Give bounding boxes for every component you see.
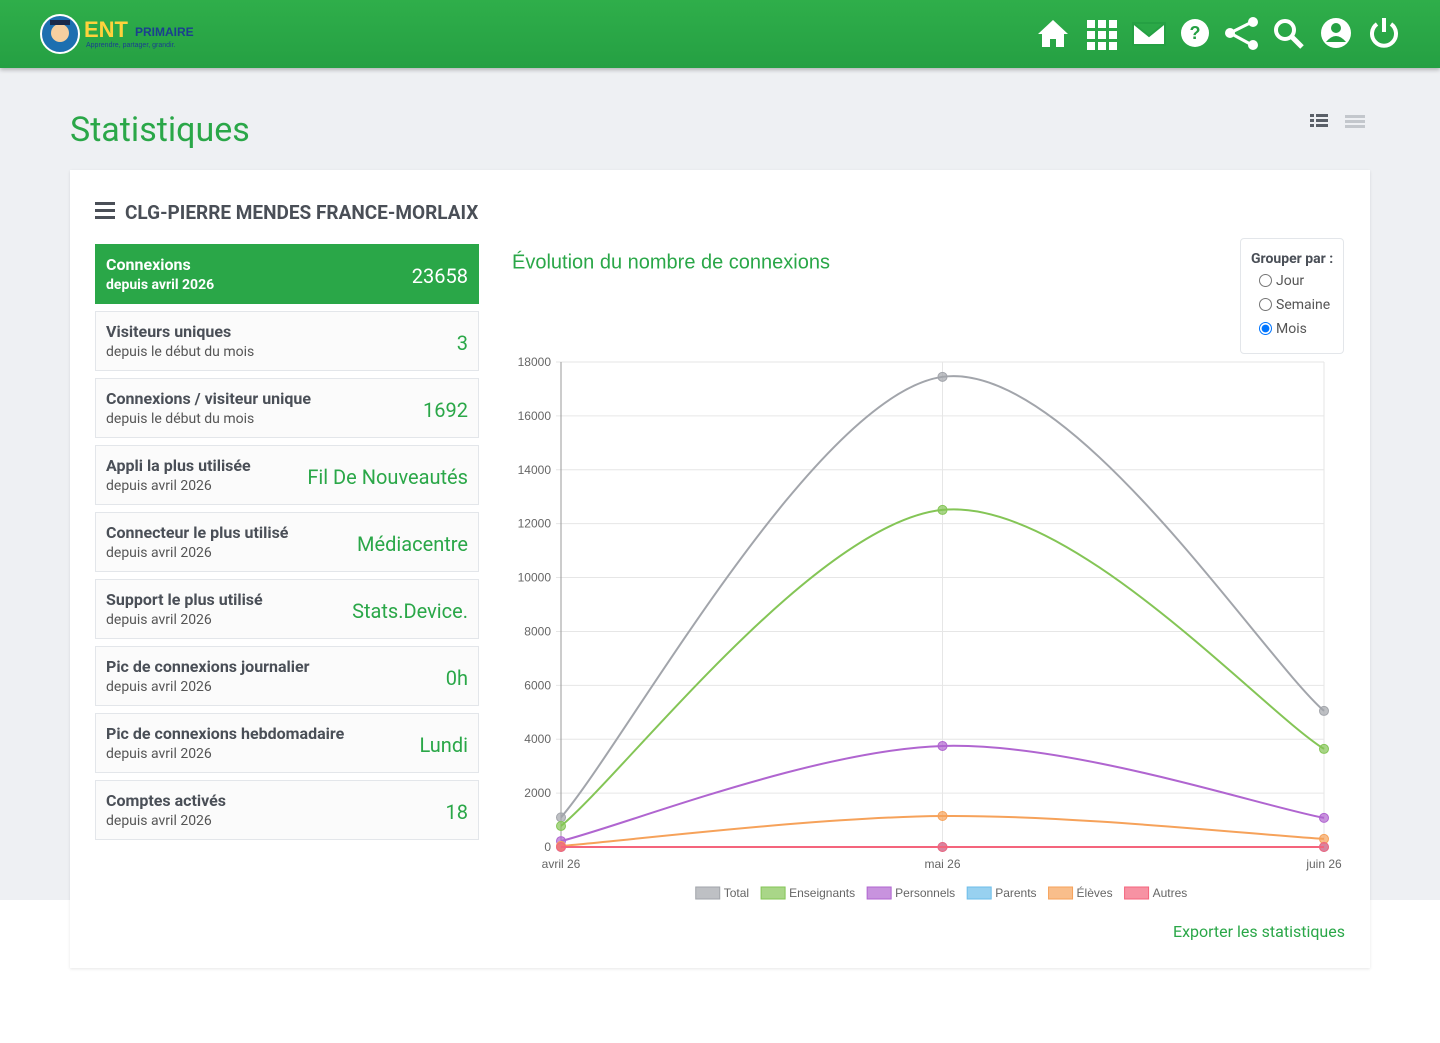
stat-sublabel: depuis avril 2026: [106, 679, 212, 695]
y-tick-label: 4000: [524, 732, 551, 746]
stat-value: 3: [456, 331, 468, 355]
stat-label: Appli la plus utilisée: [106, 456, 251, 475]
legend-swatch: [695, 886, 721, 900]
header: ENT PRIMAIRE Apprendre, partager, grandi…: [0, 0, 1440, 68]
legend-swatch: [866, 886, 892, 900]
stat-card: Appli la plus utilisée depuis avril 2026 F…: [95, 445, 479, 505]
legend-label: Parents: [995, 886, 1036, 900]
stat-card: Connexions depuis avril 2026 23658: [95, 244, 479, 304]
y-tick-label: 10000: [518, 571, 552, 585]
stat-value: 0h: [445, 666, 468, 690]
stat-sublabel: depuis avril 2026: [106, 612, 212, 628]
logo-subtitle: PRIMAIRE: [135, 25, 194, 39]
y-tick-label: 2000: [524, 786, 551, 800]
stat-card: Connecteur le plus utilisé depuis avril 2…: [95, 512, 479, 572]
point: [1319, 705, 1329, 716]
view-toggle[interactable]: [1310, 113, 1370, 131]
logo-tagline: Apprendre, partager, grandir.: [86, 42, 176, 49]
radio-label: Mois: [1276, 321, 1307, 337]
y-tick-label: 12000: [518, 517, 552, 531]
y-tick-label: 18000: [518, 355, 552, 369]
stat-card: Comptes activés depuis avril 2026 18: [95, 780, 479, 840]
stat-label: Connecteur le plus utilisé: [106, 523, 289, 542]
stat-sublabel: depuis avril 2026: [106, 545, 212, 561]
radio-option[interactable]: Jour: [1259, 269, 1343, 293]
point: [1319, 812, 1329, 823]
point: [556, 812, 566, 823]
logo[interactable]: ENT PRIMAIRE Apprendre, partager, grandi…: [38, 12, 218, 56]
radio[interactable]: [1259, 322, 1272, 335]
menu-icon: [95, 202, 115, 219]
logo-title: ENT: [84, 17, 129, 42]
radio-label: Jour: [1276, 273, 1305, 289]
stat-sublabel: depuis le début du mois: [106, 411, 255, 427]
stat-label: Comptes activés: [106, 791, 227, 810]
stat-value: Fil De Nouveautés: [307, 465, 468, 489]
x-tick-label: avril 26: [542, 857, 581, 871]
stat-value: Lundi: [419, 733, 468, 757]
group-by: Grouper par : Jour Semaine Mois: [1240, 238, 1344, 354]
point: [1319, 743, 1329, 754]
stat-sublabel: depuis avril 2026: [106, 277, 215, 293]
point: [556, 820, 566, 831]
legend-label: Enseignants: [789, 886, 855, 900]
group-by-label: Grouper par :: [1251, 251, 1334, 267]
stat-label: Pic de connexions hebdomadaire: [106, 724, 345, 743]
point: [937, 504, 948, 515]
y-tick-label: 6000: [524, 678, 551, 692]
legend-swatch: [966, 886, 992, 900]
stat-card: Visiteurs uniques depuis le début du mois…: [95, 311, 479, 371]
y-tick-label: 8000: [524, 624, 551, 638]
export-link[interactable]: Exporter les statistiques: [1172, 922, 1345, 941]
radio-label: Semaine: [1276, 297, 1331, 313]
point: [937, 740, 948, 751]
point: [1319, 842, 1329, 852]
stat-card: Support le plus utilisé depuis avril 2026…: [95, 579, 479, 639]
stat-value: Stats.Device.: [352, 599, 468, 623]
point: [937, 811, 948, 822]
legend-swatch: [760, 886, 786, 900]
point: [937, 371, 948, 382]
stat-label: Connexions: [106, 255, 191, 274]
y-tick-label: 16000: [518, 409, 552, 423]
stat-label: Support le plus utilisé: [106, 590, 263, 609]
stat-value: 1692: [423, 398, 468, 422]
stat-label: Pic de connexions journalier: [106, 657, 310, 676]
legend-swatch: [1048, 886, 1074, 900]
card-title: CLG-PIERRE MENDES FRANCE-MORLAIX: [125, 201, 479, 224]
radio-option[interactable]: Mois: [1259, 317, 1343, 341]
stat-label: Connexions / visiteur unique: [106, 389, 311, 408]
radio[interactable]: [1259, 298, 1272, 311]
radio-option[interactable]: Semaine: [1259, 293, 1343, 317]
stat-value: Médiacentre: [357, 532, 468, 556]
stat-sublabel: depuis avril 2026: [106, 478, 212, 494]
point: [937, 842, 948, 852]
point: [556, 842, 566, 852]
legend-label: Autres: [1153, 886, 1188, 900]
legend-label: Total: [724, 886, 749, 900]
legend-swatch: [1124, 886, 1150, 900]
stat-card: Connexions / visiteur unique depuis le dé…: [95, 378, 479, 438]
radio[interactable]: [1259, 274, 1272, 287]
stat-sublabel: depuis avril 2026: [106, 813, 212, 829]
y-tick-label: 0: [544, 840, 551, 854]
stat-value: 23658: [411, 264, 468, 288]
stat-card: Pic de connexions hebdomadaire depuis avr…: [95, 713, 479, 773]
stat-value: 18: [445, 800, 468, 824]
x-tick-label: mai 26: [924, 857, 960, 871]
stat-sublabel: depuis avril 2026: [106, 746, 212, 762]
page-title: Statistiques: [70, 110, 250, 150]
y-tick-label: 14000: [518, 463, 552, 477]
stat-label: Visiteurs uniques: [106, 322, 232, 341]
legend-label: Personnels: [895, 886, 955, 900]
x-tick-label: juin 26: [1305, 857, 1342, 871]
stat-sublabel: depuis le début du mois: [106, 344, 255, 360]
header-icons[interactable]: ?: [1030, 14, 1410, 54]
legend-label: Élèves: [1077, 885, 1113, 900]
svg-text:?: ?: [1190, 23, 1201, 43]
chart-title: Évolution du nombre de connexions: [512, 250, 830, 273]
stat-card: Pic de connexions journalier depuis avril…: [95, 646, 479, 706]
